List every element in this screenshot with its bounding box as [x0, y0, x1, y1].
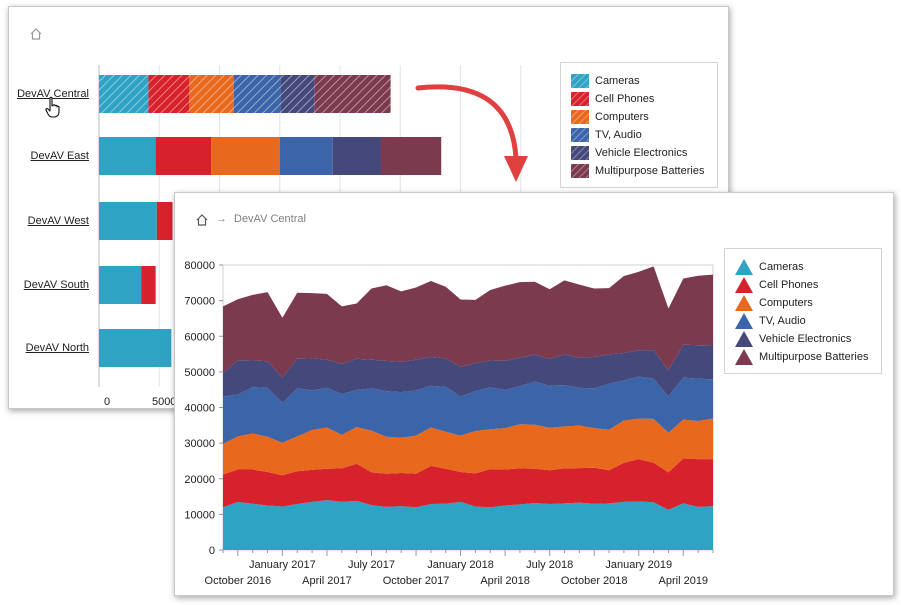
x-tick-label: July 2018	[526, 559, 573, 571]
legend-label: Vehicle Electronics	[759, 333, 852, 345]
legend-triangle-icon	[735, 295, 753, 311]
legend-swatch-icon	[571, 146, 589, 160]
legend-item[interactable]: TV, Audio	[571, 127, 642, 143]
area-series[interactable]	[223, 500, 713, 550]
bar-chart: 0 50000	[98, 65, 522, 407]
legend-item[interactable]: Cell Phones	[735, 277, 818, 293]
legend-label: Multipurpose Batteries	[759, 351, 869, 363]
bar-segment[interactable]	[233, 75, 281, 113]
breadcrumb-separator: →	[216, 213, 227, 225]
bar-segment[interactable]	[280, 75, 315, 113]
area-chart-panel: → DevAV Central 0 10000 20000 30000 40000 500…	[174, 192, 894, 596]
legend-label: Computers	[759, 297, 813, 309]
y-tick-label: 30000	[184, 438, 215, 450]
y-tick-label: 70000	[184, 296, 215, 308]
bar-segment[interactable]	[211, 137, 280, 175]
y-tick-label: 40000	[184, 403, 215, 415]
legend-item[interactable]: Multipurpose Batteries	[571, 163, 704, 179]
y-tick-label: 80000	[184, 260, 215, 272]
y-tick-label: 10000	[184, 509, 215, 521]
legend-item[interactable]: Cell Phones	[571, 91, 654, 107]
legend-triangle-icon	[735, 277, 753, 293]
bar-segment[interactable]	[332, 137, 381, 175]
legend-triangle-icon	[735, 331, 753, 347]
area-legend: Cameras Cell Phones Computers TV, Audio Vehi…	[724, 248, 882, 374]
x-tick-label: January 2019	[605, 559, 672, 571]
legend-label: Cameras	[595, 75, 640, 87]
bar-segment[interactable]	[99, 137, 156, 175]
legend-item[interactable]: Cameras	[735, 259, 804, 275]
x-tick-label: April 2017	[302, 575, 352, 587]
curved-arrow-icon	[415, 84, 528, 182]
region-link[interactable]: DevAV North	[25, 342, 89, 354]
y-tick-label: 20000	[184, 474, 215, 486]
bar-legend: Cameras Cell Phones Computers TV, Audio Vehi…	[560, 62, 718, 188]
x-tick-label: January 2017	[249, 559, 316, 571]
bar-segment[interactable]	[380, 137, 442, 175]
bar-segment[interactable]	[156, 202, 173, 240]
legend-item[interactable]: Vehicle Electronics	[735, 331, 851, 347]
legend-label: Cell Phones	[759, 279, 819, 291]
home-icon[interactable]	[195, 213, 209, 227]
legend-swatch-icon	[571, 128, 589, 142]
x-tick-label: January 2018	[427, 559, 494, 571]
x-tick-label: 0	[104, 396, 110, 407]
bar-segment[interactable]	[155, 137, 212, 175]
legend-label: Cameras	[759, 261, 804, 273]
legend-swatch-icon	[571, 110, 589, 124]
bar-segment[interactable]	[314, 75, 391, 113]
x-tick-label: July 2017	[348, 559, 395, 571]
legend-label: TV, Audio	[595, 129, 642, 141]
home-icon[interactable]	[29, 27, 43, 41]
legend-triangle-icon	[735, 259, 753, 275]
legend-triangle-icon	[735, 313, 753, 329]
area-chart: 0 10000 20000 30000 40000 50000 60000 70000 8000…	[184, 260, 714, 587]
legend-swatch-icon	[571, 164, 589, 178]
area-series[interactable]	[223, 458, 713, 510]
legend-item[interactable]: Vehicle Electronics	[571, 145, 687, 161]
bar-segment[interactable]	[141, 266, 156, 304]
region-link[interactable]: DevAV Central	[17, 88, 89, 100]
breadcrumb-current: DevAV Central	[234, 213, 306, 225]
x-tick-label: October 2016	[205, 575, 272, 587]
legend-label: Multipurpose Batteries	[595, 165, 705, 177]
area-series[interactable]	[223, 418, 713, 476]
x-tick-label: October 2017	[383, 575, 450, 587]
x-tick-label: October 2018	[561, 575, 628, 587]
legend-label: TV, Audio	[759, 315, 806, 327]
x-tick-label: 50000	[152, 396, 183, 407]
legend-item[interactable]: Computers	[735, 295, 813, 311]
area-series[interactable]	[223, 266, 713, 378]
bar-segment[interactable]	[99, 202, 157, 240]
legend-label: Computers	[595, 111, 649, 123]
y-tick-label: 50000	[184, 367, 215, 379]
legend-item[interactable]: Cameras	[571, 73, 640, 89]
x-tick-label: April 2018	[480, 575, 530, 587]
legend-swatch-icon	[571, 74, 589, 88]
region-link[interactable]: DevAV East	[30, 150, 90, 162]
bar-segment[interactable]	[148, 75, 190, 113]
hand-pointer-icon	[45, 96, 60, 118]
legend-swatch-icon	[571, 92, 589, 106]
y-tick-label: 0	[209, 545, 215, 557]
bar-segment[interactable]	[99, 329, 172, 367]
legend-label: Cell Phones	[595, 93, 655, 105]
area-series[interactable]	[223, 376, 713, 444]
bar-segment[interactable]	[279, 137, 333, 175]
bar-segment[interactable]	[99, 266, 142, 304]
legend-label: Vehicle Electronics	[595, 147, 688, 159]
legend-item[interactable]: Computers	[571, 109, 649, 125]
legend-triangle-icon	[735, 349, 753, 365]
x-tick-label: April 2019	[659, 575, 709, 587]
region-link[interactable]: DevAV West	[27, 215, 89, 227]
y-tick-label: 60000	[184, 331, 215, 343]
region-link[interactable]: DevAV South	[23, 279, 89, 291]
legend-item[interactable]: Multipurpose Batteries	[735, 349, 868, 365]
bar-segment[interactable]	[99, 75, 149, 113]
legend-item[interactable]: TV, Audio	[735, 313, 806, 329]
bar-segment[interactable]	[189, 75, 234, 113]
area-series[interactable]	[223, 344, 713, 403]
